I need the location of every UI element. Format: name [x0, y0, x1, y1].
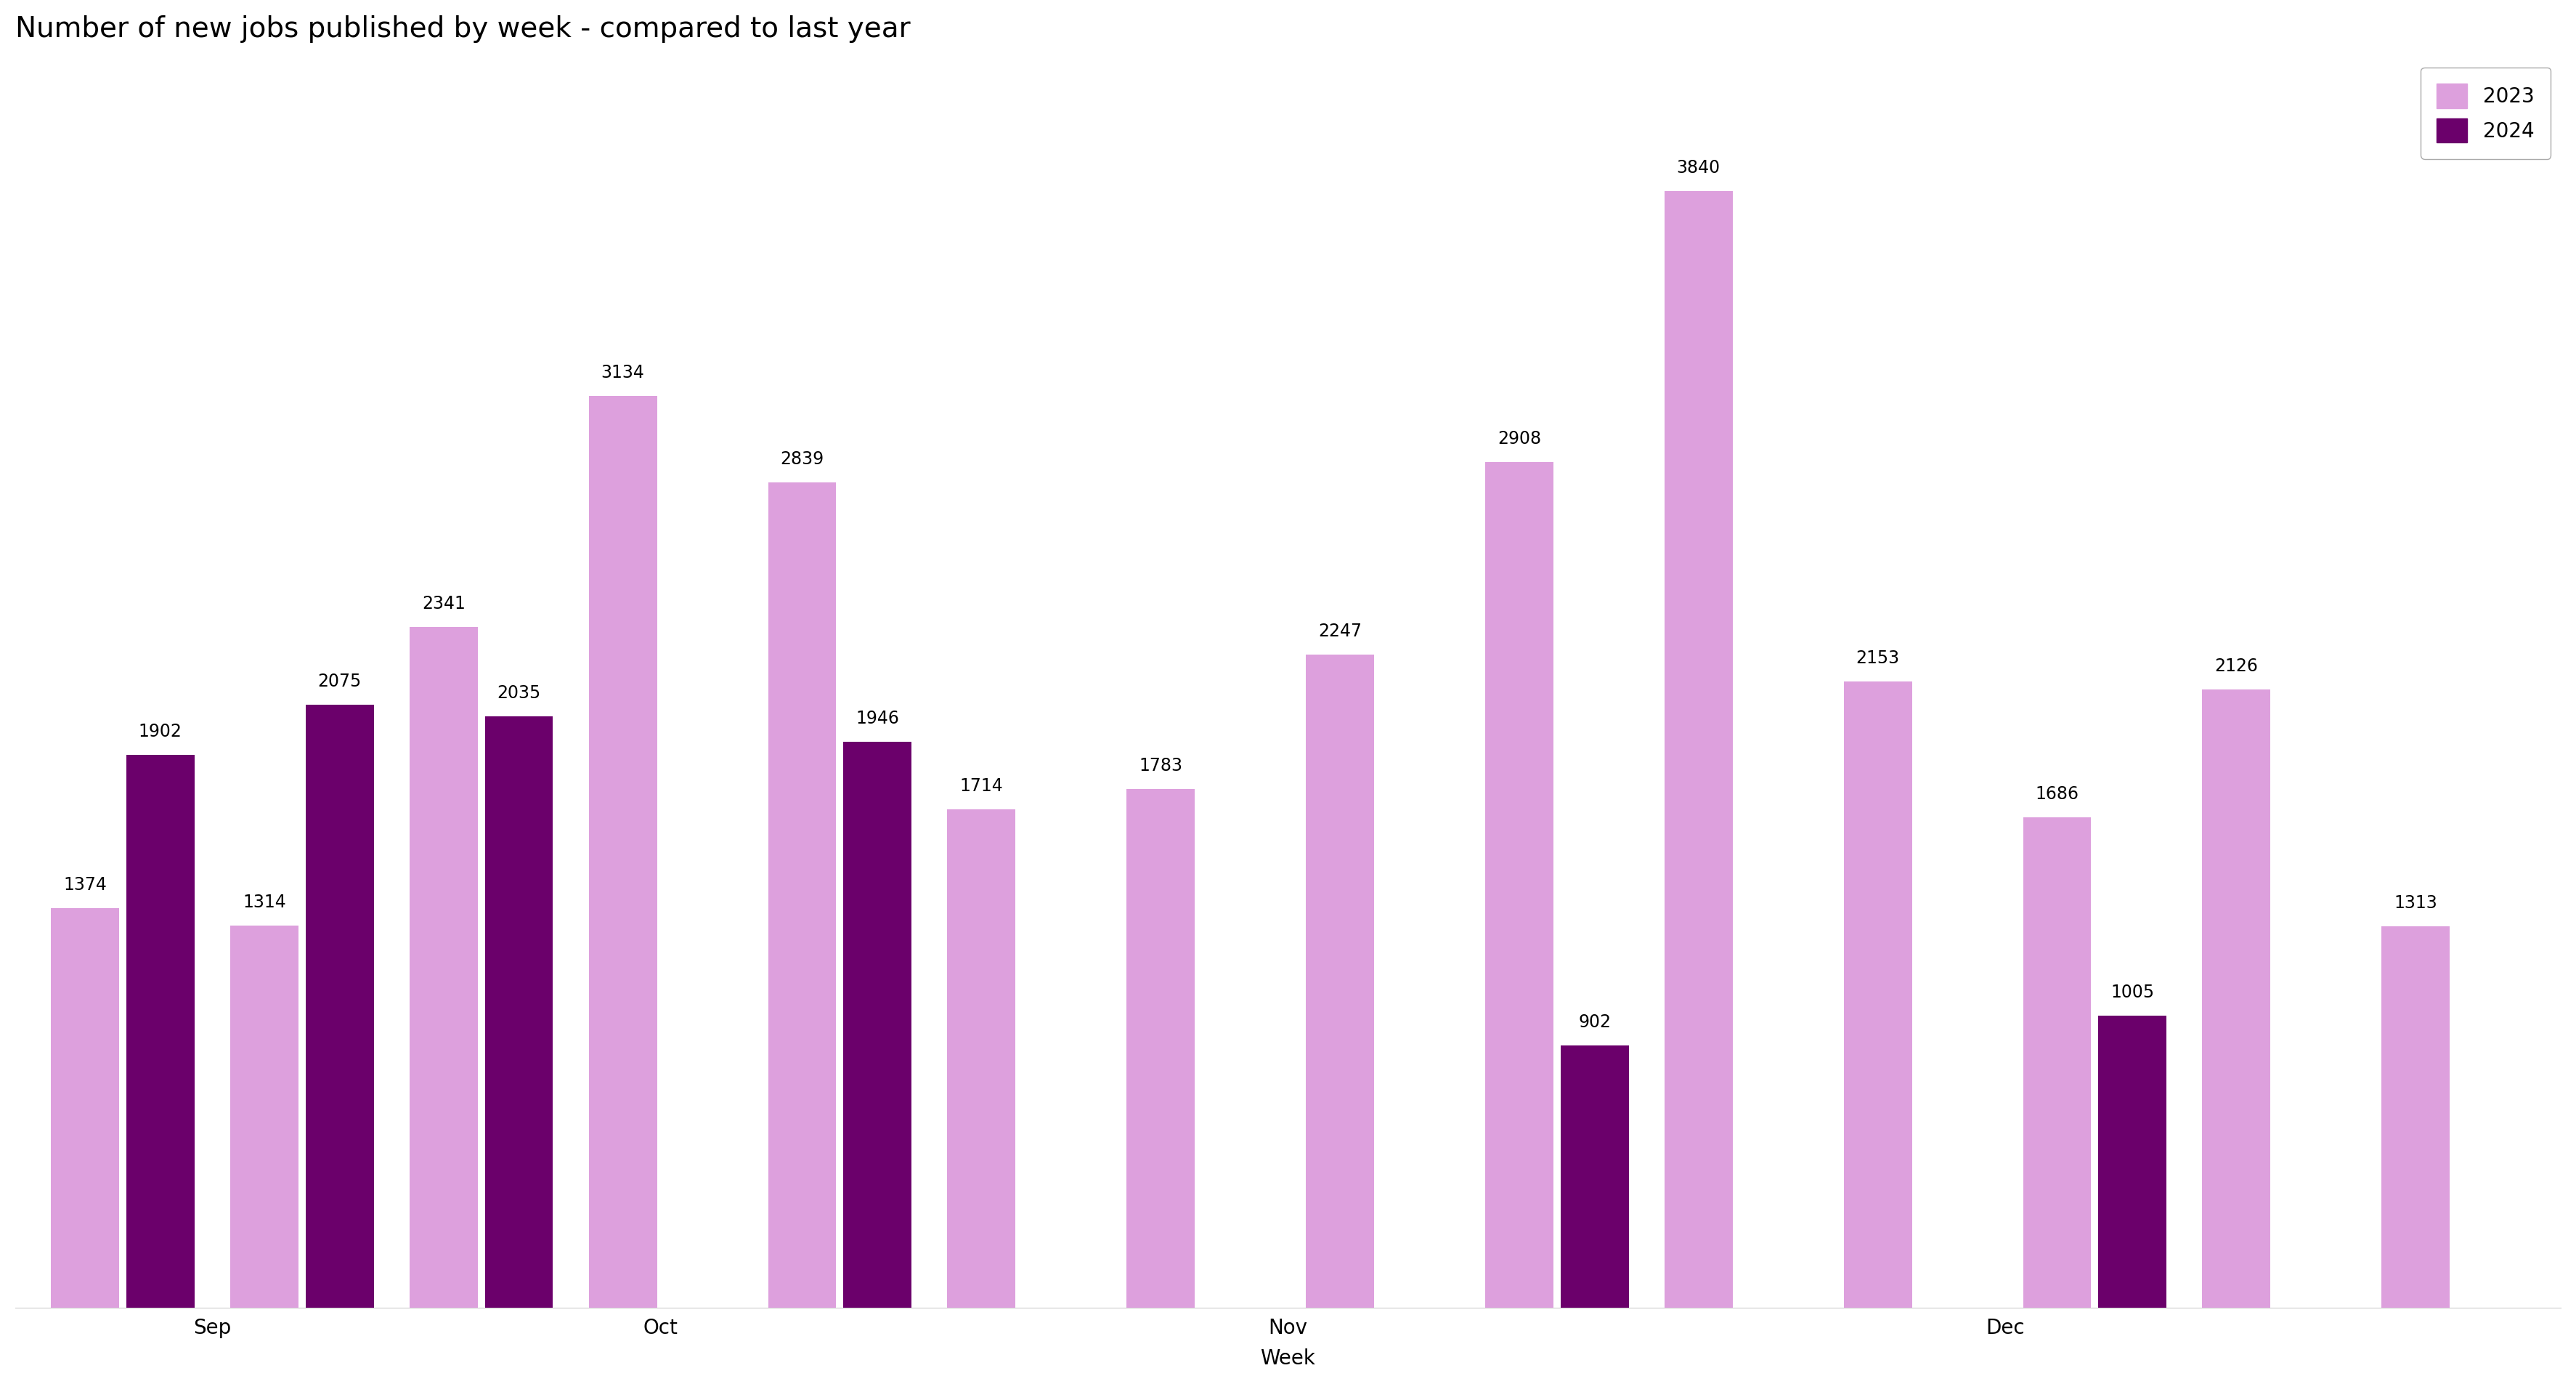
Bar [2099, 1016, 2166, 1308]
Text: 2908: 2908 [1497, 430, 1540, 447]
Text: 1005: 1005 [2110, 984, 2154, 1001]
Text: 1783: 1783 [1139, 757, 1182, 775]
Bar [1561, 1045, 1628, 1308]
Text: Number of new jobs published by week - compared to last year: Number of new jobs published by week - c… [15, 15, 909, 43]
Bar [484, 716, 554, 1308]
Bar [1844, 682, 1911, 1308]
Text: 1902: 1902 [139, 722, 183, 740]
Text: 2075: 2075 [317, 673, 361, 689]
Text: 3134: 3134 [600, 364, 644, 382]
Text: 2035: 2035 [497, 684, 541, 702]
Bar [2383, 926, 2450, 1308]
Bar [307, 704, 374, 1308]
Text: 2126: 2126 [2215, 657, 2259, 675]
Legend: 2023, 2024: 2023, 2024 [2421, 68, 2550, 159]
Text: 1314: 1314 [242, 894, 286, 911]
Bar [948, 810, 1015, 1308]
X-axis label: Week: Week [1260, 1348, 1316, 1369]
Text: 2341: 2341 [422, 595, 466, 613]
Text: 1374: 1374 [64, 876, 106, 894]
Text: 902: 902 [1579, 1013, 1610, 1031]
Bar [2202, 689, 2269, 1308]
Text: 1946: 1946 [855, 710, 899, 728]
Bar [768, 482, 837, 1308]
Bar [410, 627, 477, 1308]
Text: 2247: 2247 [1319, 623, 1363, 639]
Bar [1306, 655, 1373, 1308]
Bar [2022, 818, 2092, 1308]
Bar [126, 754, 193, 1308]
Text: 1714: 1714 [961, 778, 1002, 794]
Bar [842, 742, 912, 1308]
Bar [1126, 789, 1195, 1308]
Bar [52, 908, 118, 1308]
Bar [1664, 191, 1734, 1308]
Bar [590, 396, 657, 1308]
Text: 2153: 2153 [1855, 649, 1899, 667]
Bar [1486, 462, 1553, 1308]
Text: 3840: 3840 [1677, 159, 1721, 176]
Text: 1686: 1686 [2035, 786, 2079, 803]
Text: 2839: 2839 [781, 450, 824, 468]
Bar [229, 926, 299, 1308]
Text: 1313: 1313 [2393, 894, 2437, 912]
